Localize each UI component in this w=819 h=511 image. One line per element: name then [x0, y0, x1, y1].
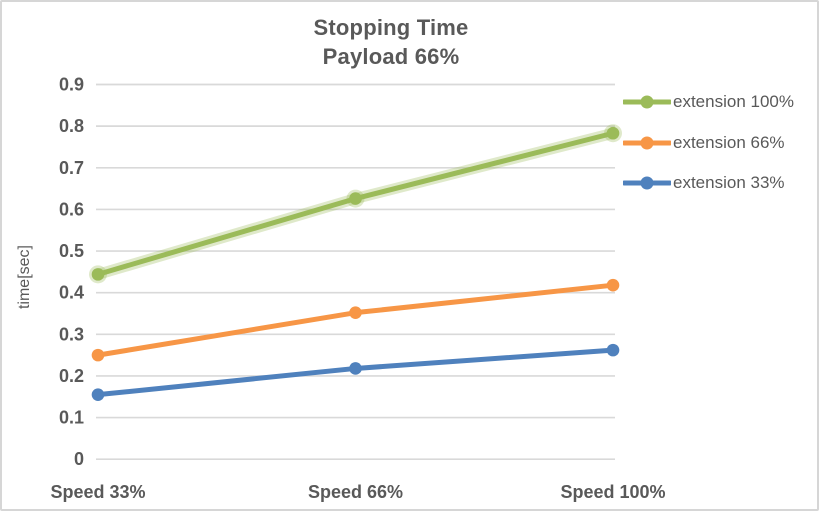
chart-title-line1: Stopping Time — [313, 15, 469, 40]
data-point-extension-33- — [606, 343, 620, 357]
y-tick-label: 0.9 — [59, 75, 84, 95]
legend-item-extension-66-: extension 66% — [623, 123, 817, 164]
legend-item-extension-100-: extension 100% — [623, 82, 817, 123]
chart-title: Stopping Time Payload 66% — [2, 13, 780, 71]
y-tick-label: 0 — [74, 449, 84, 469]
data-point-extension-100- — [606, 126, 620, 140]
legend-label: extension 100% — [673, 92, 794, 112]
data-point-extension-100- — [91, 268, 105, 281]
legend: extension 100% extension 66% extension 33% — [623, 82, 817, 204]
y-tick-label: 0.2 — [59, 366, 84, 386]
legend-item-extension-33-: extension 33% — [623, 163, 817, 204]
data-point-extension-100- — [349, 192, 362, 205]
legend-marker-icon — [623, 95, 671, 109]
legend-marker-icon — [623, 136, 671, 150]
y-tick-label: 0.5 — [59, 241, 84, 261]
x-tick-label: Speed 66% — [308, 482, 403, 502]
legend-label: extension 66% — [673, 132, 785, 152]
x-tick-label: Speed 33% — [50, 482, 145, 502]
chart-title-line2: Payload 66% — [322, 44, 460, 69]
y-tick-label: 0.7 — [59, 158, 84, 178]
legend-marker-icon — [623, 176, 671, 190]
x-tick-label: Speed 100% — [560, 482, 665, 502]
data-point-extension-66- — [349, 306, 362, 319]
legend-label: extension 33% — [673, 173, 785, 193]
y-tick-label: 0.4 — [59, 283, 84, 303]
y-tick-label: 0.8 — [59, 116, 84, 136]
series-line-extension-66- — [95, 282, 616, 358]
data-point-extension-33- — [91, 388, 105, 401]
data-point-extension-33- — [349, 362, 362, 375]
y-tick-label: 0.6 — [59, 199, 84, 219]
data-point-extension-66- — [91, 348, 105, 362]
data-point-extension-66- — [606, 278, 620, 292]
y-tick-label: 0.3 — [59, 324, 84, 344]
y-tick-label: 0.1 — [59, 408, 84, 428]
